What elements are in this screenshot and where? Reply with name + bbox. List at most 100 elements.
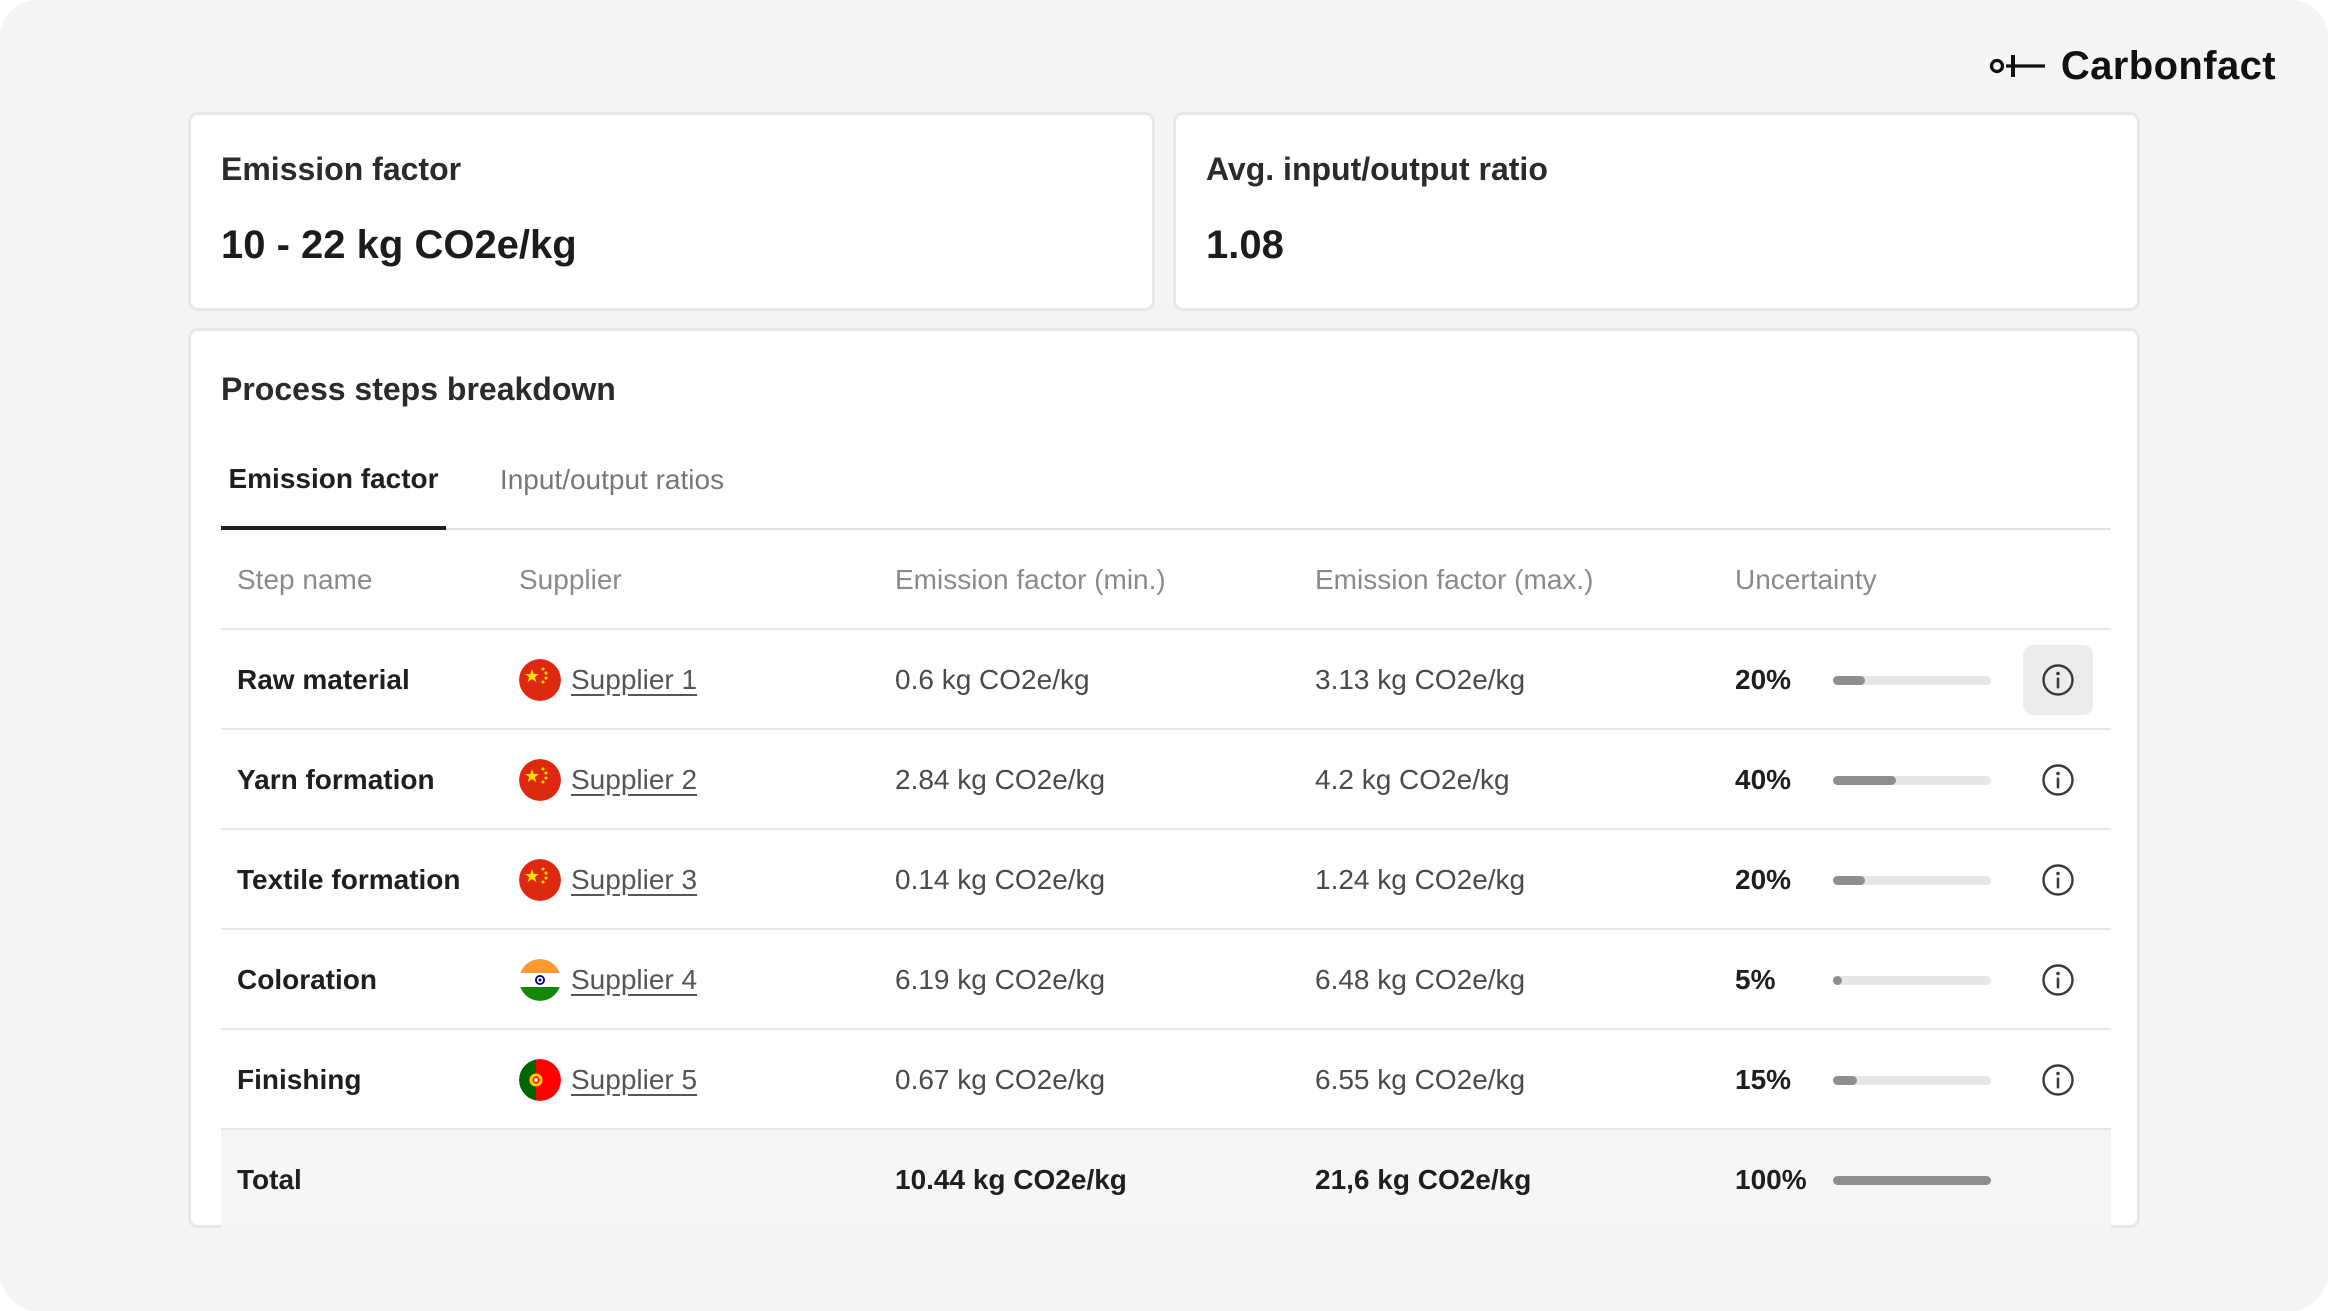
supplier-cell: Supplier 5 — [519, 1030, 697, 1130]
process-breakdown-card: Process steps breakdown Emission factor … — [188, 328, 2140, 1230]
step-name: Finishing — [237, 1064, 362, 1095]
carbonfact-logo-icon — [1989, 55, 2045, 77]
ratio-label: Avg. input/output ratio — [1206, 151, 1548, 187]
info-cell — [2023, 730, 2093, 830]
supplier-link[interactable]: Supplier 2 — [571, 764, 698, 795]
info-cell — [2023, 630, 2093, 730]
step-name: Textile formation — [237, 864, 461, 895]
supplier-cell: Supplier 3 — [519, 830, 697, 930]
uncertainty-bar-fill — [1833, 876, 1865, 885]
emission-factor-label: Emission factor — [221, 151, 462, 187]
india-flag-icon — [519, 959, 561, 1001]
table-row: Textile formation Supplier 3 0.14 kg CO2e/… — [221, 830, 2111, 930]
uncertainty-cell: 15% — [1735, 1030, 1805, 1130]
table-row: Raw material Supplier 1 0.6 kg CO2e/kg 3.13… — [221, 630, 2111, 730]
column-header-emission-max: Emission factor (max.) — [1315, 564, 1594, 595]
uncertainty-value: 20% — [1735, 864, 1792, 895]
table-body: Raw material Supplier 1 0.6 kg CO2e/kg 3.13… — [221, 630, 2111, 1130]
supplier-link[interactable]: Supplier 3 — [571, 864, 698, 895]
total-label: Total — [237, 1164, 302, 1195]
supplier-cell: Supplier 1 — [519, 630, 697, 730]
emission-min: 2.84 kg CO2e/kg — [895, 764, 1106, 795]
info-button[interactable] — [2023, 845, 2093, 915]
ratio-value: 1.08 — [1206, 223, 1284, 267]
table-total-row: Total 10.44 kg CO2e/kg 21,6 kg CO2e/kg 1… — [221, 1130, 2111, 1230]
uncertainty-bar — [1833, 876, 1991, 885]
info-cell — [2023, 1030, 2093, 1130]
total-emission-min: 10.44 kg CO2e/kg — [895, 1164, 1127, 1195]
total-uncertainty-bar — [1833, 1176, 1991, 1185]
column-header-uncertainty: Uncertainty — [1735, 564, 1877, 595]
supplier-link[interactable]: Supplier 4 — [571, 964, 698, 995]
table-row: Coloration Supplier 4 6.19 kg CO2e/kg 6.48 … — [221, 930, 2111, 1030]
china-flag-icon — [519, 859, 561, 901]
uncertainty-cell: 20% — [1735, 830, 1805, 930]
ratio-card: Avg. input/output ratio 1.08 — [1173, 112, 2140, 311]
emission-min: 0.14 kg CO2e/kg — [895, 864, 1106, 895]
emission-max: 6.55 kg CO2e/kg — [1315, 1064, 1526, 1095]
table-row: Finishing Supplier 5 0.67 kg CO2e/kg 6.55 k… — [221, 1030, 2111, 1130]
emission-min: 0.6 kg CO2e/kg — [895, 664, 1090, 695]
info-button[interactable] — [2023, 745, 2093, 815]
china-flag-icon — [519, 659, 561, 701]
table-header-row: Step name Supplier Emission factor (min.… — [221, 530, 2111, 630]
uncertainty-value: 40% — [1735, 764, 1792, 795]
uncertainty-cell: 40% — [1735, 730, 1805, 830]
column-header-emission-min: Emission factor (min.) — [895, 564, 1166, 595]
uncertainty-bar — [1833, 976, 1991, 985]
info-icon — [2042, 764, 2074, 796]
total-uncertainty: 100% — [1735, 1130, 1807, 1230]
emission-factor-value: 10 - 22 kg CO2e/kg — [221, 223, 577, 267]
info-icon — [2042, 964, 2074, 996]
uncertainty-value: 15% — [1735, 1064, 1792, 1095]
emission-max: 6.48 kg CO2e/kg — [1315, 964, 1526, 995]
uncertainty-bar — [1833, 776, 1991, 785]
uncertainty-bar-fill — [1833, 1076, 1857, 1085]
total-uncertainty-bar-fill — [1833, 1176, 1991, 1185]
info-button[interactable] — [2023, 945, 2093, 1015]
process-steps-table: Step name Supplier Emission factor (min.… — [221, 530, 2111, 1230]
emission-min: 6.19 kg CO2e/kg — [895, 964, 1106, 995]
step-name: Coloration — [237, 964, 377, 995]
uncertainty-bar-fill — [1833, 776, 1897, 785]
supplier-cell: Supplier 2 — [519, 730, 697, 830]
info-icon — [2042, 664, 2074, 696]
supplier-cell: Supplier 4 — [519, 930, 697, 1030]
uncertainty-bar — [1833, 1076, 1991, 1085]
info-icon — [2042, 1064, 2074, 1096]
uncertainty-bar-fill — [1833, 976, 1842, 985]
table-row: Yarn formation Supplier 2 2.84 kg CO2e/kg 4… — [221, 730, 2111, 830]
emission-max: 4.2 kg CO2e/kg — [1315, 764, 1510, 795]
china-flag-icon — [519, 759, 561, 801]
tab-emission-factor[interactable]: Emission factor — [221, 431, 446, 530]
uncertainty-bar — [1833, 676, 1991, 685]
uncertainty-cell: 5% — [1735, 930, 1805, 1030]
total-uncertainty-value: 100% — [1735, 1164, 1807, 1195]
column-header-supplier: Supplier — [519, 564, 622, 595]
section-title: Process steps breakdown — [221, 371, 616, 407]
portugal-flag-icon — [519, 1059, 561, 1101]
tab-input-output-ratios[interactable]: Input/output ratios — [499, 463, 725, 495]
step-name: Yarn formation — [237, 764, 435, 795]
step-name: Raw material — [237, 664, 410, 695]
supplier-link[interactable]: Supplier 1 — [571, 664, 698, 695]
tab-bar: Emission factor Input/output ratios — [221, 431, 2111, 530]
info-button[interactable] — [2023, 1045, 2093, 1115]
supplier-link[interactable]: Supplier 5 — [571, 1064, 698, 1095]
info-button[interactable] — [2023, 645, 2093, 715]
brand: Carbonfact — [1987, 40, 2276, 92]
total-emission-max: 21,6 kg CO2e/kg — [1315, 1164, 1532, 1195]
info-cell — [2023, 930, 2093, 1030]
emission-min: 0.67 kg CO2e/kg — [895, 1064, 1106, 1095]
brand-name: Carbonfact — [2060, 43, 2276, 88]
uncertainty-bar-fill — [1833, 676, 1865, 685]
uncertainty-value: 20% — [1735, 664, 1792, 695]
uncertainty-value: 5% — [1735, 964, 1776, 995]
emission-factor-card: Emission factor 10 - 22 kg CO2e/kg — [188, 112, 1155, 311]
uncertainty-cell: 20% — [1735, 630, 1805, 730]
info-cell — [2023, 830, 2093, 930]
emission-max: 3.13 kg CO2e/kg — [1315, 664, 1526, 695]
column-header-step-name: Step name — [237, 564, 373, 595]
info-icon — [2042, 864, 2074, 896]
